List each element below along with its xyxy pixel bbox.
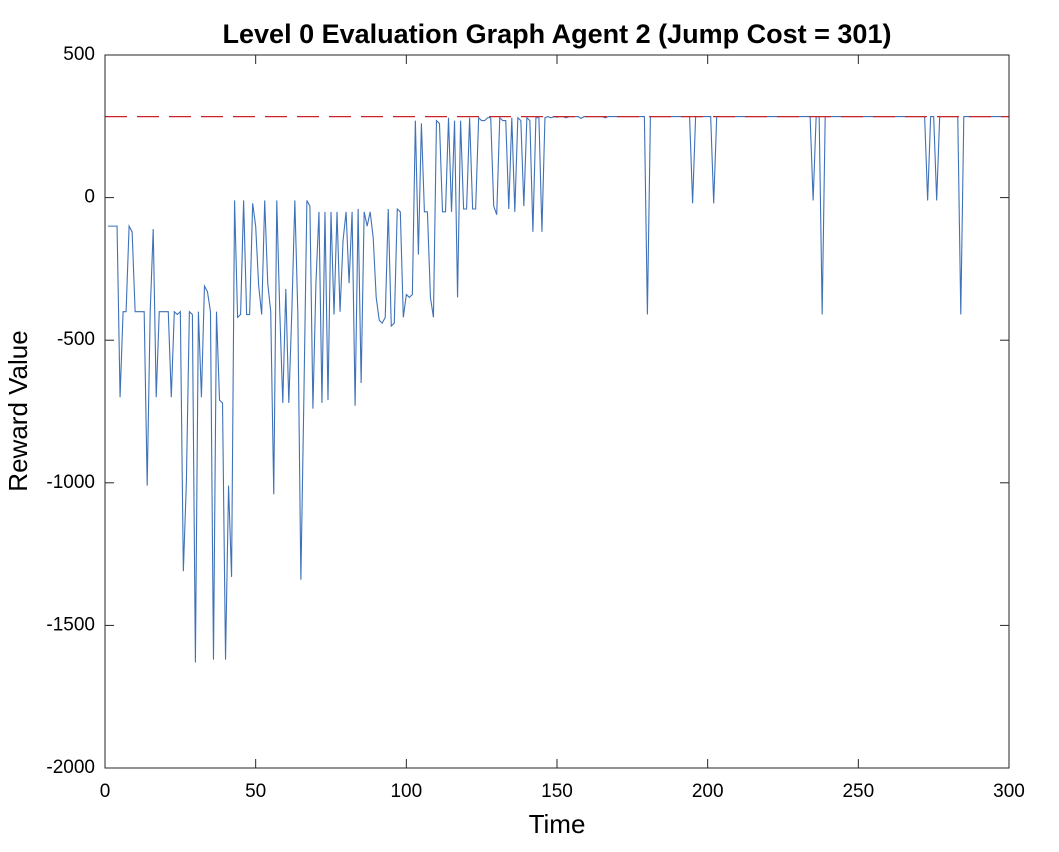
x-tick-label: 100 [390, 781, 422, 802]
x-tick-label: 200 [692, 781, 724, 802]
y-tick-label: -2000 [46, 757, 95, 778]
x-axis-label: Time [529, 809, 586, 839]
y-tick-label: -500 [57, 329, 95, 350]
y-axis-label: Reward Value [3, 330, 33, 491]
y-tick-label: -1500 [46, 614, 95, 635]
y-tick-label: 0 [84, 187, 95, 208]
x-tick-label: 150 [541, 781, 573, 802]
x-tick-label: 300 [993, 781, 1025, 802]
y-tick-label: -1000 [46, 472, 95, 493]
chart-title: Level 0 Evaluation Graph Agent 2 (Jump C… [223, 19, 892, 49]
y-tick-label: 500 [63, 44, 95, 65]
axes-frame [104, 54, 1010, 769]
x-tick-label: 250 [842, 781, 874, 802]
x-tick-label: 50 [245, 781, 266, 802]
x-tick-label: 0 [100, 781, 111, 802]
plot-area [105, 55, 1009, 768]
